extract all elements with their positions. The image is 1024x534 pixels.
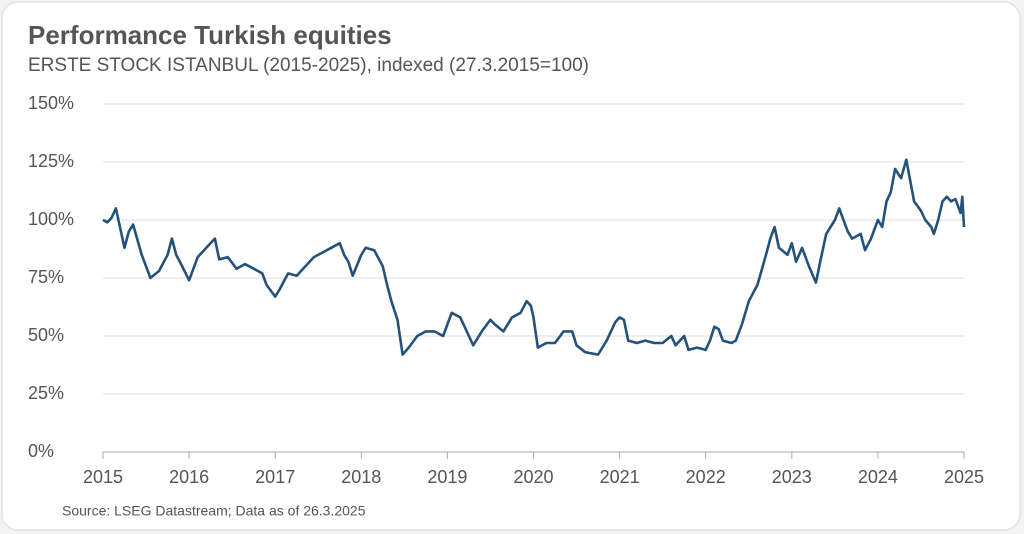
y-tick-label: 0% [28,441,54,461]
series-line [102,158,966,356]
x-tick-label: 2023 [772,467,812,487]
x-tick-label: 2017 [255,467,295,487]
x-tick-label: 2021 [600,467,640,487]
x-tick-label: 2024 [858,467,898,487]
y-tick-label: 75% [28,267,64,287]
x-tick-label: 2016 [169,467,209,487]
x-tick-label: 2015 [83,467,123,487]
y-tick-label: 150% [28,93,74,113]
x-tick-label: 2018 [341,467,381,487]
chart-subtitle: ERSTE STOCK ISTANBUL (2015-2025), indexe… [28,55,589,76]
y-tick-label: 25% [28,383,64,403]
y-tick-label: 50% [28,325,64,345]
x-tick-label: 2025 [944,467,984,487]
x-tick-label: 2022 [686,467,726,487]
y-tick-label: 100% [28,209,74,229]
y-tick-label: 125% [28,151,74,171]
x-tick-label: 2020 [513,467,553,487]
x-tick-label: 2019 [427,467,467,487]
source-note: Source: LSEG Datastream; Data as of 26.3… [62,503,366,519]
chart-title: Performance Turkish equities [28,20,392,50]
